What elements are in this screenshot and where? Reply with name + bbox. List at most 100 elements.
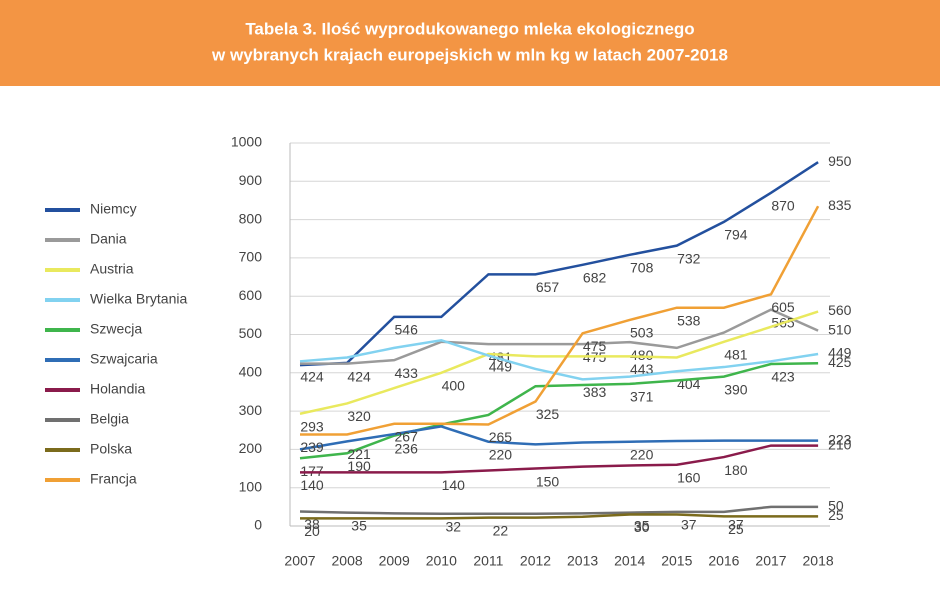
x-tick-label: 2014 [614, 553, 645, 569]
data-label: 37 [728, 517, 744, 533]
data-label: 424 [347, 368, 371, 384]
data-label: 400 [442, 378, 466, 394]
x-tick-label: 2011 [473, 553, 503, 569]
data-label: 150 [536, 473, 560, 489]
series-line [299, 310, 819, 416]
data-label: 32 [446, 518, 462, 534]
data-label: 371 [630, 389, 654, 405]
x-tick-label: 2007 [284, 553, 315, 569]
data-label: 210 [828, 436, 852, 452]
data-label: 180 [724, 462, 748, 478]
y-tick-label: 400 [239, 364, 263, 380]
data-label: 177 [300, 463, 324, 479]
x-tick-label: 2016 [708, 553, 739, 569]
y-tick-label: 300 [239, 402, 263, 418]
series-line [299, 361, 819, 460]
legend-label: Francja [90, 471, 137, 487]
series-line [300, 444, 819, 474]
legend-label: Niemcy [90, 201, 137, 217]
data-label: 35 [634, 517, 650, 533]
y-tick-label: 900 [239, 172, 263, 188]
data-label: 449 [489, 359, 513, 375]
data-label: 443 [630, 361, 654, 377]
series-line [299, 338, 819, 381]
series-line [299, 161, 819, 367]
y-tick-label: 1000 [231, 134, 262, 150]
data-label: 220 [630, 446, 654, 462]
y-tick-label: 500 [239, 325, 263, 341]
data-label: 293 [300, 418, 324, 434]
x-tick-label: 2010 [426, 553, 457, 569]
y-tick-label: 100 [239, 478, 263, 494]
series-line [299, 505, 819, 515]
data-label: 220 [489, 446, 513, 462]
data-label: 140 [300, 477, 324, 493]
data-label: 425 [828, 354, 852, 370]
data-label: 794 [724, 227, 748, 243]
data-label: 223 [828, 431, 852, 447]
series-line [299, 425, 819, 451]
data-label: 190 [347, 458, 371, 474]
data-label: 682 [583, 269, 607, 285]
data-label: 38 [304, 516, 320, 532]
data-label: 236 [395, 440, 419, 456]
data-label: 25 [728, 521, 744, 537]
data-label: 37 [681, 517, 697, 533]
legend-label: Austria [90, 261, 134, 277]
data-label: 140 [442, 477, 466, 493]
data-label: 538 [677, 312, 701, 328]
data-label: 433 [395, 365, 419, 381]
data-label: 424 [300, 368, 324, 384]
legend-label: Wielka Brytania [90, 291, 187, 307]
x-tick-label: 2017 [755, 553, 786, 569]
y-tick-label: 800 [239, 210, 263, 226]
data-label: 390 [724, 381, 748, 397]
data-label: 320 [347, 408, 371, 424]
data-label: 560 [828, 302, 852, 318]
data-label: 475 [583, 338, 607, 354]
y-tick-label: 600 [239, 287, 263, 303]
data-label: 267 [395, 428, 419, 444]
y-tick-label: 700 [239, 249, 263, 265]
series-line [300, 205, 820, 436]
data-label: 870 [771, 197, 795, 213]
y-tick-label: 0 [254, 517, 262, 533]
chart-title: w wybranych krajach europejskich w mln k… [211, 45, 728, 64]
data-label: 30 [634, 519, 650, 535]
legend-label: Szwajcaria [90, 351, 158, 367]
data-label: 35 [351, 517, 367, 533]
data-label: 265 [489, 429, 513, 445]
series-line [300, 513, 819, 520]
legend-label: Dania [90, 231, 127, 247]
x-tick-label: 2018 [803, 553, 834, 569]
data-label: 950 [828, 153, 852, 169]
data-label: 480 [630, 347, 654, 363]
legend-label: Holandia [90, 381, 145, 397]
x-tick-label: 2012 [520, 553, 551, 569]
x-tick-label: 2008 [332, 553, 363, 569]
data-label: 732 [677, 250, 701, 266]
title-banner [0, 0, 940, 86]
data-label: 449 [828, 345, 852, 361]
data-label: 239 [300, 439, 324, 455]
data-label: 503 [630, 325, 654, 341]
data-label: 546 [395, 322, 419, 338]
data-label: 510 [828, 321, 852, 337]
data-label: 481 [724, 346, 748, 362]
x-tick-label: 2015 [661, 553, 692, 569]
data-label: 325 [536, 406, 560, 422]
data-label: 22 [493, 522, 509, 538]
data-label: 25 [828, 507, 844, 523]
y-tick-label: 200 [239, 440, 263, 456]
x-tick-label: 2013 [567, 553, 598, 569]
x-tick-label: 2009 [379, 553, 410, 569]
series-line [300, 308, 819, 365]
legend-label: Polska [90, 441, 132, 457]
legend-label: Szwecja [90, 321, 142, 337]
data-label: 160 [677, 469, 701, 485]
data-label: 835 [828, 197, 852, 213]
data-label: 50 [828, 498, 844, 514]
data-label: 423 [771, 369, 795, 385]
